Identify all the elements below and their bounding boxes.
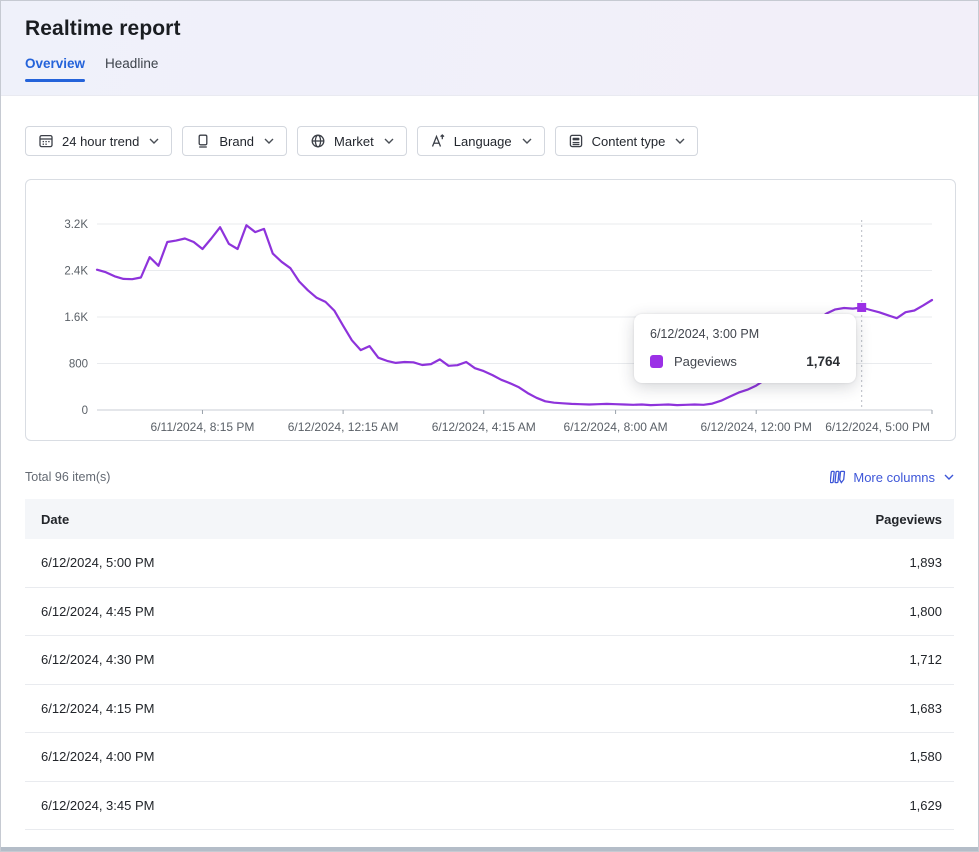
tab-bar: Overview Headline	[25, 56, 954, 82]
x-axis-label: 6/12/2024, 12:15 AM	[288, 420, 399, 434]
filter-label: Market	[334, 134, 374, 149]
y-axis-label: 3.2K	[64, 219, 88, 231]
x-axis-label: 6/12/2024, 4:15 AM	[432, 420, 536, 434]
filter-24-hour-trend[interactable]: 24 hour trend	[25, 126, 172, 156]
tab-headline-label: Headline	[105, 56, 158, 71]
column-header-date: Date	[41, 512, 69, 527]
table-row: 6/12/2024, 5:00 PM 1,893	[25, 539, 954, 588]
calendar-trend-icon	[38, 133, 54, 149]
filter-label: Content type	[592, 134, 666, 149]
cell-date: 6/12/2024, 3:45 PM	[41, 798, 154, 813]
table-row: 6/12/2024, 4:15 PM 1,683	[25, 685, 954, 734]
cell-pageviews: 1,683	[909, 701, 942, 716]
y-axis-label: 0	[82, 405, 88, 417]
filter-label: 24 hour trend	[62, 134, 139, 149]
realtime-report-window: Realtime report Overview Headline 24 hou…	[0, 0, 979, 852]
content-type-icon	[568, 133, 584, 149]
page-title: Realtime report	[25, 17, 954, 41]
page-header: Realtime report Overview Headline	[1, 1, 978, 96]
filter-brand[interactable]: Brand	[182, 126, 287, 156]
filter-label: Brand	[219, 134, 254, 149]
tab-overview-label: Overview	[25, 56, 85, 71]
tab-headline[interactable]: Headline	[105, 56, 158, 82]
chart-tooltip: 6/12/2024, 3:00 PM Pageviews 1,764	[634, 314, 856, 383]
total-count: Total 96 item(s)	[25, 470, 110, 484]
x-axis-label: 6/12/2024, 5:00 PM	[825, 420, 930, 434]
cell-pageviews: 1,800	[909, 604, 942, 619]
translate-icon	[430, 133, 446, 149]
cell-pageviews: 1,629	[909, 798, 942, 813]
hover-marker	[857, 303, 866, 312]
more-columns-button[interactable]: More columns	[830, 469, 954, 485]
y-axis-label: 800	[69, 359, 88, 371]
tooltip-date: 6/12/2024, 3:00 PM	[650, 327, 840, 341]
chevron-down-icon	[522, 138, 532, 144]
tab-overview[interactable]: Overview	[25, 56, 85, 82]
chevron-down-icon	[149, 138, 159, 144]
chevron-down-icon	[944, 474, 954, 480]
tooltip-value: 1,764	[806, 354, 840, 369]
cell-pageviews: 1,893	[909, 555, 942, 570]
x-axis-label: 6/12/2024, 12:00 PM	[700, 420, 811, 434]
filter-bar: 24 hour trend Brand Market	[25, 126, 954, 156]
columns-edit-icon	[830, 469, 846, 485]
tooltip-series-row: Pageviews 1,764	[650, 354, 840, 369]
table-toolbar: Total 96 item(s) More columns	[25, 469, 954, 485]
table-row: 6/12/2024, 4:30 PM 1,712	[25, 636, 954, 685]
x-axis-label: 6/11/2024, 8:15 PM	[151, 420, 255, 434]
table-body: 6/12/2024, 5:00 PM 1,893 6/12/2024, 4:45 P…	[25, 539, 954, 830]
x-axis-label: 6/12/2024, 8:00 AM	[564, 420, 668, 434]
pageviews-table: Date Pageviews 6/12/2024, 5:00 PM1,8936/…	[25, 499, 954, 830]
cell-date: 6/12/2024, 4:45 PM	[41, 604, 154, 619]
y-axis-label: 1.6K	[64, 312, 88, 324]
filter-market[interactable]: Market	[297, 126, 407, 156]
globe-icon	[310, 133, 326, 149]
table-header-row: Date Pageviews	[25, 499, 954, 539]
y-axis-label: 2.4K	[64, 266, 88, 278]
chevron-down-icon	[264, 138, 274, 144]
pageviews-series-swatch	[650, 355, 663, 368]
column-header-pageviews: Pageviews	[876, 512, 943, 527]
filter-language[interactable]: Language	[417, 126, 545, 156]
more-columns-label: More columns	[853, 470, 935, 485]
table-row: 6/12/2024, 4:45 PM 1,800	[25, 588, 954, 637]
window-bottom-edge	[1, 847, 978, 851]
cell-date: 6/12/2024, 4:00 PM	[41, 749, 154, 764]
chevron-down-icon	[675, 138, 685, 144]
pageviews-chart-card: 0 800 1.6K 2.4K 3.2K 6/11/2024, 8:15 PM 6/12/2…	[25, 179, 956, 441]
tooltip-series-name: Pageviews	[674, 354, 806, 369]
cell-pageviews: 1,712	[909, 652, 942, 667]
pageviews-line-chart[interactable]: 0 800 1.6K 2.4K 3.2K 6/11/2024, 8:15 PM 6/12/2…	[26, 180, 955, 440]
chevron-down-icon	[384, 138, 394, 144]
cell-date: 6/12/2024, 4:15 PM	[41, 701, 154, 716]
filter-label: Language	[454, 134, 512, 149]
cell-date: 6/12/2024, 4:30 PM	[41, 652, 154, 667]
cell-date: 6/12/2024, 5:00 PM	[41, 555, 154, 570]
cell-pageviews: 1,580	[909, 749, 942, 764]
table-row: 6/12/2024, 4:00 PM 1,580	[25, 733, 954, 782]
filter-content-type[interactable]: Content type	[555, 126, 699, 156]
table-row: 6/12/2024, 3:45 PM 1,629	[25, 782, 954, 831]
brand-device-icon	[195, 133, 211, 149]
